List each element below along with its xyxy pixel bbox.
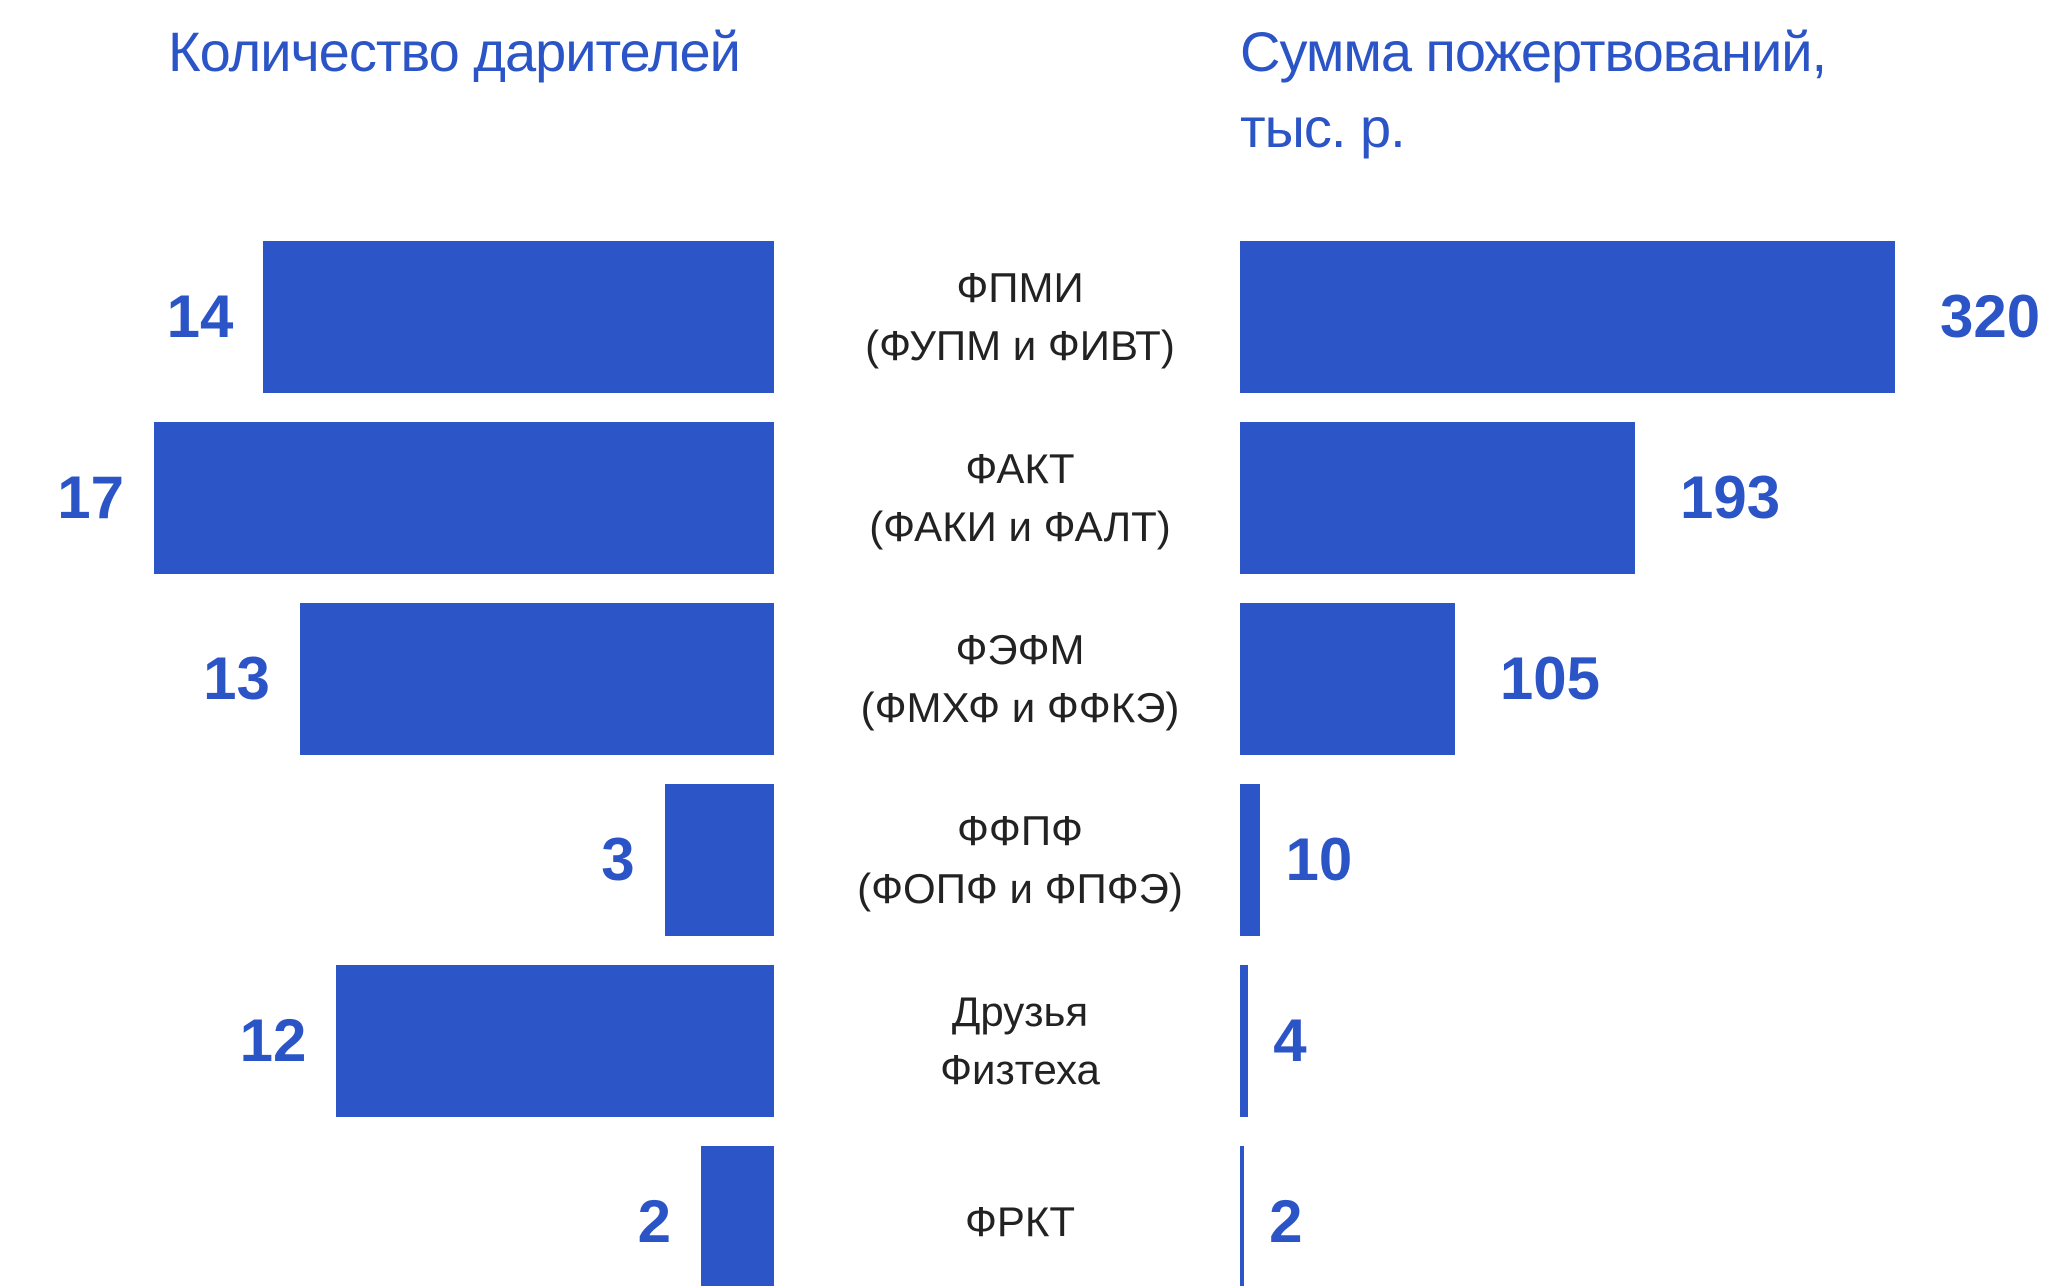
value-label: 105 [1499,645,1601,712]
bar [1240,422,1636,574]
value-label: 13 [203,645,270,712]
left-title: Количество дарителей [168,20,741,83]
value-label: 2 [1269,1188,1303,1255]
category-label: ФАКТ (ФАКИ и ФАЛТ) [869,445,1171,550]
value-label: 12 [239,1007,307,1074]
bar [336,965,774,1117]
value-label: 10 [1285,826,1353,893]
bar [263,241,774,393]
bar [299,603,774,755]
value-label: 193 [1680,464,1781,531]
category-label: ФПМИ (ФУПМ и ФИВТ) [865,264,1175,369]
bar [664,784,774,936]
bar [1240,965,1249,1117]
bar [1240,603,1455,755]
value-label: 17 [57,464,124,531]
category-label: ФФПФ (ФОПФ и ФПФЭ) [857,807,1183,912]
value-label: 2 [637,1188,672,1255]
value-label: 3 [601,826,635,893]
right-title: Сумма пожертвований, тыс. р. [1240,20,1827,159]
bar [154,422,774,574]
value-label: 4 [1273,1007,1307,1074]
category-label: ФЭФМ (ФМХФ и ФФКЭ) [860,626,1180,731]
category-label: Друзья Физтеха [940,988,1100,1093]
bar [1240,241,1895,393]
bar [1240,784,1261,936]
bar [701,1146,774,1286]
value-label: 14 [166,283,234,350]
bar [1240,1146,1245,1286]
category-label: ФРКТ [964,1198,1076,1245]
value-label: 320 [1940,283,2041,350]
